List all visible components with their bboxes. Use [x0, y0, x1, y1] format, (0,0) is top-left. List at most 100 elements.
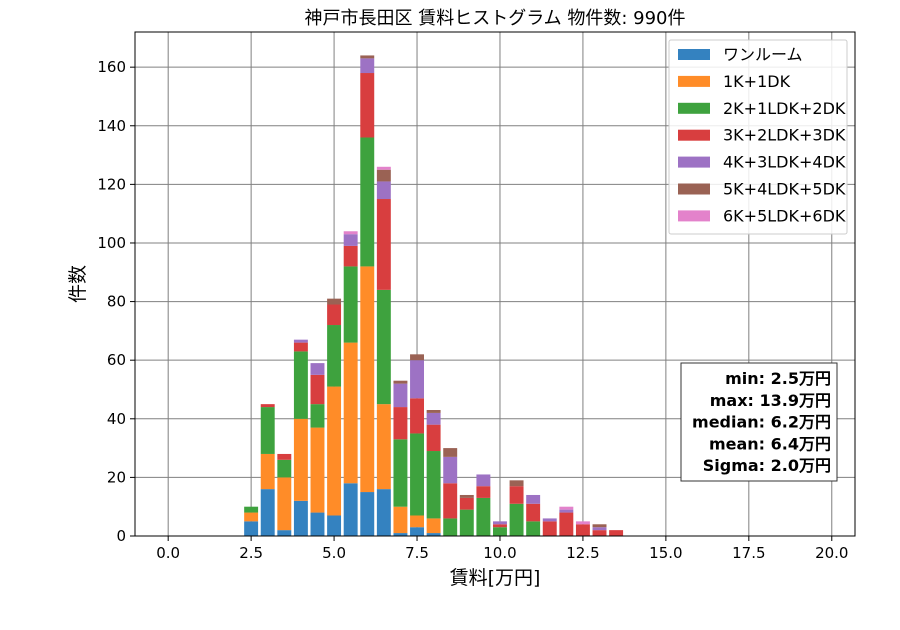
histogram-bar [360, 55, 375, 59]
histogram-bar [426, 518, 441, 534]
legend-swatch [678, 129, 710, 141]
x-tick-label: 15.0 [649, 544, 682, 562]
y-tick-label: 120 [97, 175, 126, 193]
stats-box [680, 362, 838, 482]
legend-label: 5K+4LDK+5DK [723, 180, 846, 199]
histogram-bar [476, 486, 491, 498]
histogram-bar [260, 407, 275, 454]
histogram-bar [459, 497, 474, 510]
histogram-bar [376, 181, 391, 200]
x-axis-title: 賃料[万円] [450, 567, 541, 589]
histogram-bar [293, 342, 308, 352]
x-tick-label: 17.5 [732, 544, 765, 562]
legend-swatch [678, 156, 710, 168]
y-tick-label: 100 [97, 234, 126, 252]
y-tick-label: 60 [107, 351, 126, 369]
histogram-bar [443, 448, 458, 457]
x-tick-label: 12.5 [566, 544, 599, 562]
histogram-bar [293, 339, 308, 343]
x-tick-label: 7.5 [405, 544, 429, 562]
histogram-bar [310, 427, 325, 513]
histogram-bar [327, 304, 342, 326]
histogram-bar [310, 374, 325, 405]
histogram-bar [293, 351, 308, 419]
histogram-bar [410, 527, 424, 536]
histogram-bar [376, 489, 391, 536]
chart-title: 神戸市長田区 賃料ヒストグラム 物件数: 990件 [304, 8, 685, 29]
y-tick-label: 140 [97, 117, 126, 135]
stats-line: min: 2.5万円 [725, 369, 831, 388]
legend-swatch [678, 183, 710, 195]
histogram-bar [559, 506, 574, 510]
histogram-bar [277, 530, 292, 536]
histogram-bar [343, 245, 358, 267]
plot-frame [134, 31, 856, 537]
x-tick-label: 10.0 [483, 544, 516, 562]
histogram-bar [327, 298, 342, 305]
histogram-bar [526, 521, 541, 536]
histogram-bar [542, 518, 557, 522]
legend-swatch [678, 49, 710, 60]
x-tick-label: 0.0 [156, 544, 180, 562]
histogram-bar [310, 404, 325, 428]
histogram-bar [609, 530, 624, 536]
legend-swatch [678, 102, 710, 114]
legend-swatch [678, 75, 710, 87]
stats-line: Sigma: 2.0万円 [703, 456, 831, 475]
legend-swatch [678, 210, 710, 222]
stats-line: median: 6.2万円 [692, 413, 831, 432]
legend-box [668, 39, 848, 235]
histogram-bar [526, 503, 541, 522]
histogram-bar [410, 433, 424, 516]
histogram-bar [493, 521, 507, 525]
histogram-bar [526, 494, 541, 504]
legend-label: 1K+1DK [723, 72, 791, 91]
histogram-bar [459, 509, 474, 536]
histogram-bar [459, 494, 474, 498]
histogram-bar [559, 509, 574, 513]
y-tick-label: 0 [116, 527, 126, 545]
histogram-bar [592, 527, 607, 531]
histogram-bar [426, 451, 441, 519]
histogram-bar [509, 486, 524, 504]
histogram-bar [393, 506, 408, 534]
histogram-bar [426, 533, 441, 536]
histogram-bar [476, 497, 491, 536]
x-tick-label: 20.0 [815, 544, 848, 562]
histogram-bar [277, 477, 292, 531]
histogram-bar [343, 266, 358, 343]
histogram-bar [575, 521, 590, 525]
histogram-bar [592, 524, 607, 528]
histogram-bar [260, 489, 275, 536]
histogram-bar [244, 506, 259, 513]
histogram-bar [376, 289, 391, 405]
histogram-bar [360, 266, 375, 493]
histogram-bar [410, 398, 424, 434]
histogram-bar [360, 137, 375, 267]
histogram-bar [310, 363, 325, 375]
histogram-bar [443, 518, 458, 536]
histogram-bar [360, 58, 375, 74]
stats-line: mean: 6.4万円 [709, 434, 831, 453]
x-tick-label: 5.0 [322, 544, 346, 562]
histogram-bar [360, 492, 375, 536]
histogram-bar [509, 503, 524, 536]
histogram-bar [376, 404, 391, 490]
y-tick-label: 80 [107, 293, 126, 311]
histogram-bar [509, 480, 524, 487]
histogram-bar [343, 342, 358, 484]
y-tick-label: 20 [107, 468, 126, 486]
histogram-bar [393, 407, 408, 440]
histogram-bar [476, 474, 491, 487]
legend-label: 3K+2LDK+3DK [723, 126, 846, 145]
histogram-bar [426, 410, 441, 413]
histogram-bar [410, 354, 424, 361]
histogram-bar [260, 404, 275, 408]
histogram-bar [410, 360, 424, 399]
stats-line: max: 13.9万円 [710, 391, 831, 410]
histogram-bar [327, 515, 342, 536]
histogram-bar [277, 459, 292, 478]
histogram-bar [592, 530, 607, 536]
histogram-bar [343, 234, 358, 246]
